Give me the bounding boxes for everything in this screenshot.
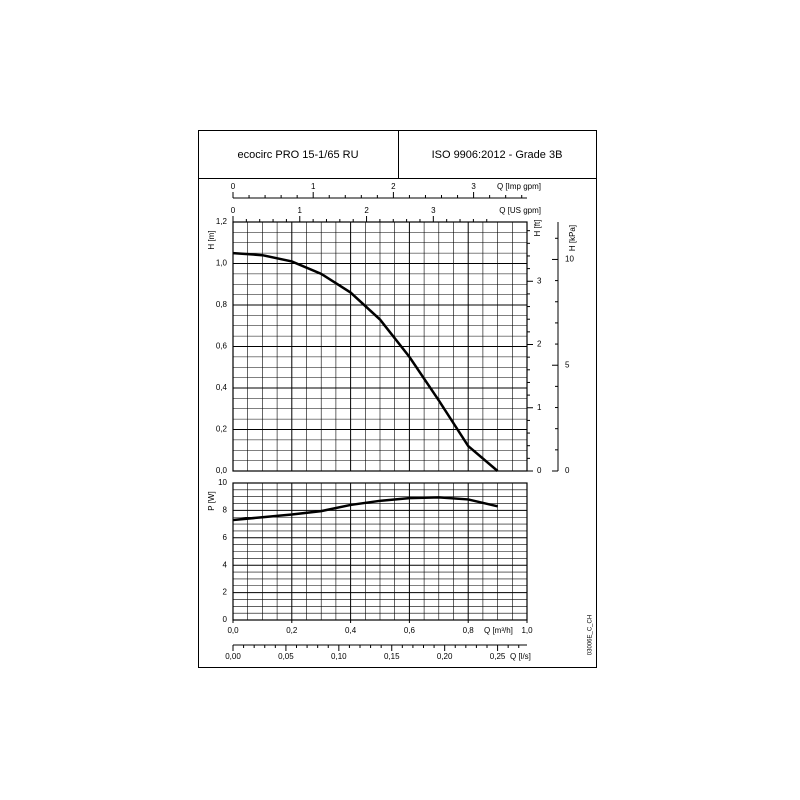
x-tick-label: 0,0 bbox=[227, 626, 239, 635]
y2-tick-label: 0 bbox=[537, 466, 542, 475]
y-tick-label: 10 bbox=[218, 478, 227, 487]
x-tick-label: 3 bbox=[471, 182, 476, 191]
y-tick-label: 0,8 bbox=[216, 300, 228, 309]
drawing-code: 03006E_C_CH bbox=[588, 615, 594, 655]
curve bbox=[232, 496, 498, 522]
y-tick-label: 0,2 bbox=[216, 425, 228, 434]
standard: ISO 9906:2012 - Grade 3B bbox=[432, 149, 563, 161]
y-axis-title: H [m] bbox=[207, 230, 216, 249]
x-tick-label: 0,20 bbox=[437, 652, 453, 661]
x-tick-label: 0,10 bbox=[331, 652, 347, 661]
axis-title: Q [US gpm] bbox=[499, 206, 541, 215]
x-tick-label: 0,15 bbox=[384, 652, 400, 661]
x-tick-label: 0 bbox=[231, 206, 236, 215]
x-tick-label: 0,8 bbox=[463, 626, 475, 635]
y2-axis-title: H [kPa] bbox=[568, 225, 577, 251]
y-tick-label: 4 bbox=[223, 560, 228, 569]
x-tick-label: 0,00 bbox=[225, 652, 241, 661]
y-tick-label: 1,0 bbox=[216, 259, 228, 268]
frame bbox=[198, 130, 597, 668]
x-tick-label: 3 bbox=[431, 206, 436, 215]
x-axis-title: Q [m³/h] bbox=[484, 626, 513, 635]
x-tick-label: 2 bbox=[364, 206, 369, 215]
x-tick-label: 0,2 bbox=[286, 626, 298, 635]
model-name: ecocirc PRO 15-1/65 RU bbox=[237, 149, 358, 161]
x-tick-label: 1,0 bbox=[521, 626, 533, 635]
x-tick-label: 0,25 bbox=[490, 652, 506, 661]
y-tick-label: 0,4 bbox=[216, 383, 228, 392]
axis-title: Q [l/s] bbox=[510, 652, 531, 661]
y-tick-label: 0,6 bbox=[216, 342, 228, 351]
y-tick-label: 1,2 bbox=[216, 217, 228, 226]
y-axis-title: P [W] bbox=[207, 491, 216, 510]
y2-tick-label: 0 bbox=[565, 466, 570, 475]
y2-tick-label: 5 bbox=[565, 360, 570, 369]
y2-tick-label: 10 bbox=[565, 255, 574, 264]
y-tick-label: 2 bbox=[223, 588, 228, 597]
curve bbox=[232, 251, 499, 472]
x-tick-label: 0,05 bbox=[278, 652, 294, 661]
y-tick-label: 8 bbox=[223, 506, 228, 515]
x-tick-label: 2 bbox=[391, 182, 396, 191]
y-tick-label: 0 bbox=[223, 615, 228, 624]
x-tick-label: 1 bbox=[298, 206, 303, 215]
y2-tick-label: 1 bbox=[537, 403, 542, 412]
y2-tick-label: 3 bbox=[537, 276, 542, 285]
y2-tick-label: 2 bbox=[537, 340, 542, 349]
x-tick-label: 0,6 bbox=[404, 626, 416, 635]
plot-border bbox=[232, 482, 528, 621]
x-tick-label: 1 bbox=[311, 182, 316, 191]
x-tick-label: 0,4 bbox=[345, 626, 357, 635]
axis-title: Q [Imp gpm] bbox=[497, 182, 541, 191]
y-tick-label: 0,0 bbox=[216, 466, 228, 475]
y2-axis-title: H [ft] bbox=[533, 220, 542, 237]
y-tick-label: 6 bbox=[223, 533, 228, 542]
x-tick-label: 0 bbox=[231, 182, 236, 191]
